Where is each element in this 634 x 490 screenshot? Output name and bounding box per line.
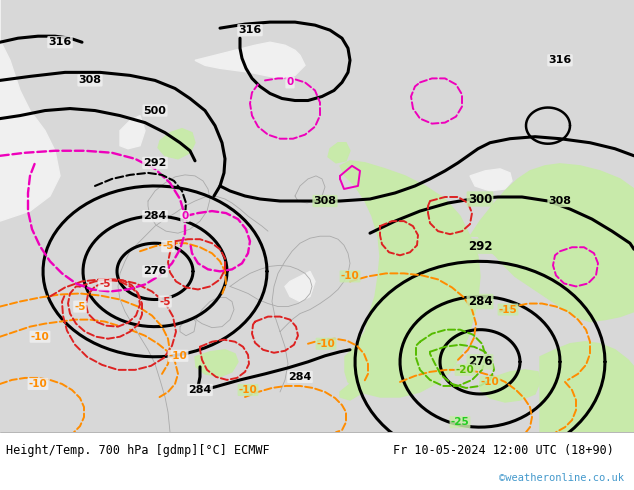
Text: -10: -10 xyxy=(29,379,48,389)
Polygon shape xyxy=(540,342,634,432)
Polygon shape xyxy=(470,164,634,321)
Text: -10: -10 xyxy=(238,385,257,395)
Text: -10: -10 xyxy=(169,351,188,361)
Text: -5: -5 xyxy=(159,296,171,307)
Text: -10: -10 xyxy=(316,339,335,349)
Text: 308: 308 xyxy=(79,75,101,85)
Text: 316: 316 xyxy=(48,37,72,47)
Text: 0: 0 xyxy=(181,211,189,221)
Text: -5: -5 xyxy=(74,301,86,312)
Polygon shape xyxy=(120,116,145,149)
Text: -5: -5 xyxy=(162,241,174,251)
Text: ©weatheronline.co.uk: ©weatheronline.co.uk xyxy=(500,473,624,483)
Text: -10: -10 xyxy=(481,377,500,387)
Polygon shape xyxy=(470,169,512,191)
Polygon shape xyxy=(328,143,350,163)
Polygon shape xyxy=(285,271,315,301)
Text: 292: 292 xyxy=(468,240,492,253)
Text: 308: 308 xyxy=(313,196,337,206)
Polygon shape xyxy=(340,377,362,400)
Text: 300: 300 xyxy=(468,193,492,205)
Text: -25: -25 xyxy=(451,417,469,427)
Text: 292: 292 xyxy=(143,158,167,168)
Polygon shape xyxy=(562,176,578,196)
Polygon shape xyxy=(195,42,305,78)
Text: 0: 0 xyxy=(287,77,294,87)
Text: -10: -10 xyxy=(340,271,359,281)
Text: 276: 276 xyxy=(468,355,492,368)
Text: 316: 316 xyxy=(238,25,262,35)
Polygon shape xyxy=(195,350,238,377)
Polygon shape xyxy=(0,0,60,221)
Text: 500: 500 xyxy=(143,105,167,116)
Text: 308: 308 xyxy=(548,196,571,206)
Polygon shape xyxy=(480,370,540,402)
Text: 284: 284 xyxy=(468,295,493,308)
Text: 276: 276 xyxy=(143,267,167,276)
Text: -15: -15 xyxy=(498,305,517,315)
Text: 284: 284 xyxy=(143,211,167,221)
Text: 284: 284 xyxy=(188,385,212,395)
Text: Height/Temp. 700 hPa [gdmp][°C] ECMWF: Height/Temp. 700 hPa [gdmp][°C] ECMWF xyxy=(6,444,270,457)
Polygon shape xyxy=(158,129,195,159)
Text: 316: 316 xyxy=(548,55,572,65)
Text: -10: -10 xyxy=(30,332,49,342)
Text: 284: 284 xyxy=(288,372,312,382)
Text: -20: -20 xyxy=(456,365,474,375)
Text: Fr 10-05-2024 12:00 UTC (18+90): Fr 10-05-2024 12:00 UTC (18+90) xyxy=(393,444,614,457)
Polygon shape xyxy=(340,161,480,397)
Text: -5: -5 xyxy=(100,279,111,290)
